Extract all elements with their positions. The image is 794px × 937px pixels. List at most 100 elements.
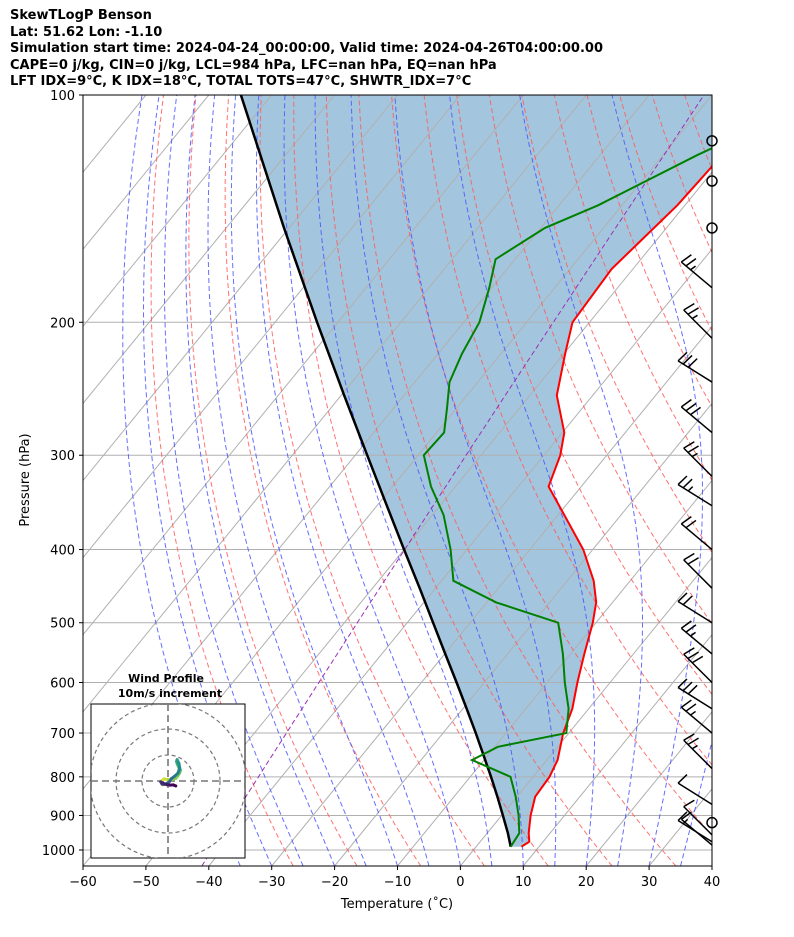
x-tick-label: −20 [321, 875, 348, 890]
barb-flag [683, 799, 695, 808]
wind-barb [677, 475, 713, 507]
barb-flag [691, 655, 704, 664]
dry-adiabat [521, 95, 712, 554]
barb-flag [687, 358, 698, 368]
wind-barb [677, 592, 713, 624]
chart-title: SkewTLogP Benson [10, 8, 152, 23]
isotherm [460, 556, 712, 866]
moist-adiabat [519, 95, 643, 866]
dry-adiabat [717, 95, 794, 866]
isotherm [83, 95, 587, 713]
wind-barb [677, 678, 713, 710]
chart-header: SkewTLogP Benson Lat: 51.62 Lon: -1.10 S… [10, 8, 603, 91]
wind-barb [677, 774, 713, 805]
barb-half-flag [690, 631, 696, 637]
y-tick-label: 600 [50, 677, 75, 692]
indices-line-1: CAPE=0 j/kg, CIN=0 j/kg, LCL=984 hPa, LF… [10, 57, 497, 73]
shaded-area [240, 95, 712, 847]
moist-adiabat [611, 95, 703, 866]
y-axis-label: Pressure (hPa) [18, 433, 33, 526]
hodograph-subtitle: 10m/s increment [118, 687, 222, 700]
isotherm [271, 325, 712, 866]
parcel-profile-line [239, 95, 512, 847]
barb-flag [685, 402, 697, 412]
wind-barb [680, 399, 713, 434]
hodograph-segment [171, 783, 178, 788]
x-tick-label: 20 [578, 875, 595, 890]
dry-adiabat [150, 95, 294, 866]
isotherm [397, 479, 712, 866]
wind-barb [706, 175, 718, 187]
temperature-line [520, 164, 712, 848]
barb-flag [687, 445, 699, 453]
x-tick-label: 0 [456, 875, 464, 890]
y-tick-label: 100 [50, 89, 75, 104]
y-tick-label: 1000 [42, 844, 75, 859]
barb-flag [683, 733, 695, 741]
location-line: Lat: 51.62 Lon: -1.10 [10, 24, 163, 40]
barb-flag [683, 647, 695, 655]
dry-adiabat [391, 95, 712, 837]
x-tick-label: 40 [704, 875, 721, 890]
x-tick-label: 10 [515, 875, 532, 890]
x-tick-label: −50 [132, 875, 159, 890]
barb-flag [677, 774, 688, 784]
barb-flag [690, 406, 702, 416]
isotherm [711, 865, 712, 866]
barb-flag [677, 678, 688, 689]
dry-adiabat [783, 95, 794, 866]
isotherm [83, 95, 210, 250]
wind-barb [680, 699, 713, 734]
wind-barb [683, 552, 713, 589]
dry-adiabat [325, 95, 613, 866]
y-tick-label: 700 [50, 727, 75, 742]
dry-adiabat [684, 95, 712, 171]
barb-flag [682, 354, 693, 365]
barb-flag [685, 624, 697, 633]
dry-adiabat [488, 95, 712, 625]
barb-flag [677, 475, 688, 486]
barb-staff [683, 806, 713, 836]
isotherm [522, 633, 712, 866]
moist-adiabat [164, 95, 304, 866]
barb-flag [680, 399, 692, 408]
wind-barb [706, 135, 718, 147]
barb-flag [680, 699, 692, 708]
barb-flag [682, 595, 693, 606]
moist-adiabat [394, 95, 557, 866]
barb-flag [687, 651, 699, 660]
wind-barb [683, 647, 713, 684]
x-tick-label: −30 [258, 875, 285, 890]
barb-flag [683, 441, 695, 449]
wind-barb [677, 811, 713, 843]
y-tick-label: 500 [50, 617, 75, 632]
dry-adiabat [224, 95, 422, 866]
barb-staff [677, 782, 713, 805]
barb-half-flag [690, 265, 696, 271]
wind-barb [683, 799, 713, 836]
barb-flag [677, 811, 688, 822]
barb-half-flag [690, 710, 696, 716]
calm-wind-circle [706, 222, 718, 234]
calm-wind-circle [706, 175, 718, 187]
calm-wind-circle [706, 816, 718, 829]
barb-flag [680, 515, 692, 525]
barb-flag [685, 258, 697, 267]
dry-adiabat [293, 95, 549, 866]
barb-flag [685, 703, 697, 712]
barb-flag [685, 519, 697, 529]
moist-adiabat [314, 95, 493, 866]
barb-flag [683, 302, 695, 311]
moist-adiabat [283, 95, 461, 866]
wind-barb [677, 351, 713, 383]
y-tick-label: 400 [50, 544, 75, 559]
moist-adiabat [350, 95, 524, 866]
barb-flag [680, 620, 692, 629]
barb-half-flag [682, 818, 689, 825]
wind-barb [683, 302, 713, 339]
barb-flag [687, 737, 699, 746]
isotherm [83, 95, 524, 636]
barb-staff [680, 523, 713, 551]
wind-barb [706, 222, 718, 234]
barb-flag [687, 684, 698, 695]
